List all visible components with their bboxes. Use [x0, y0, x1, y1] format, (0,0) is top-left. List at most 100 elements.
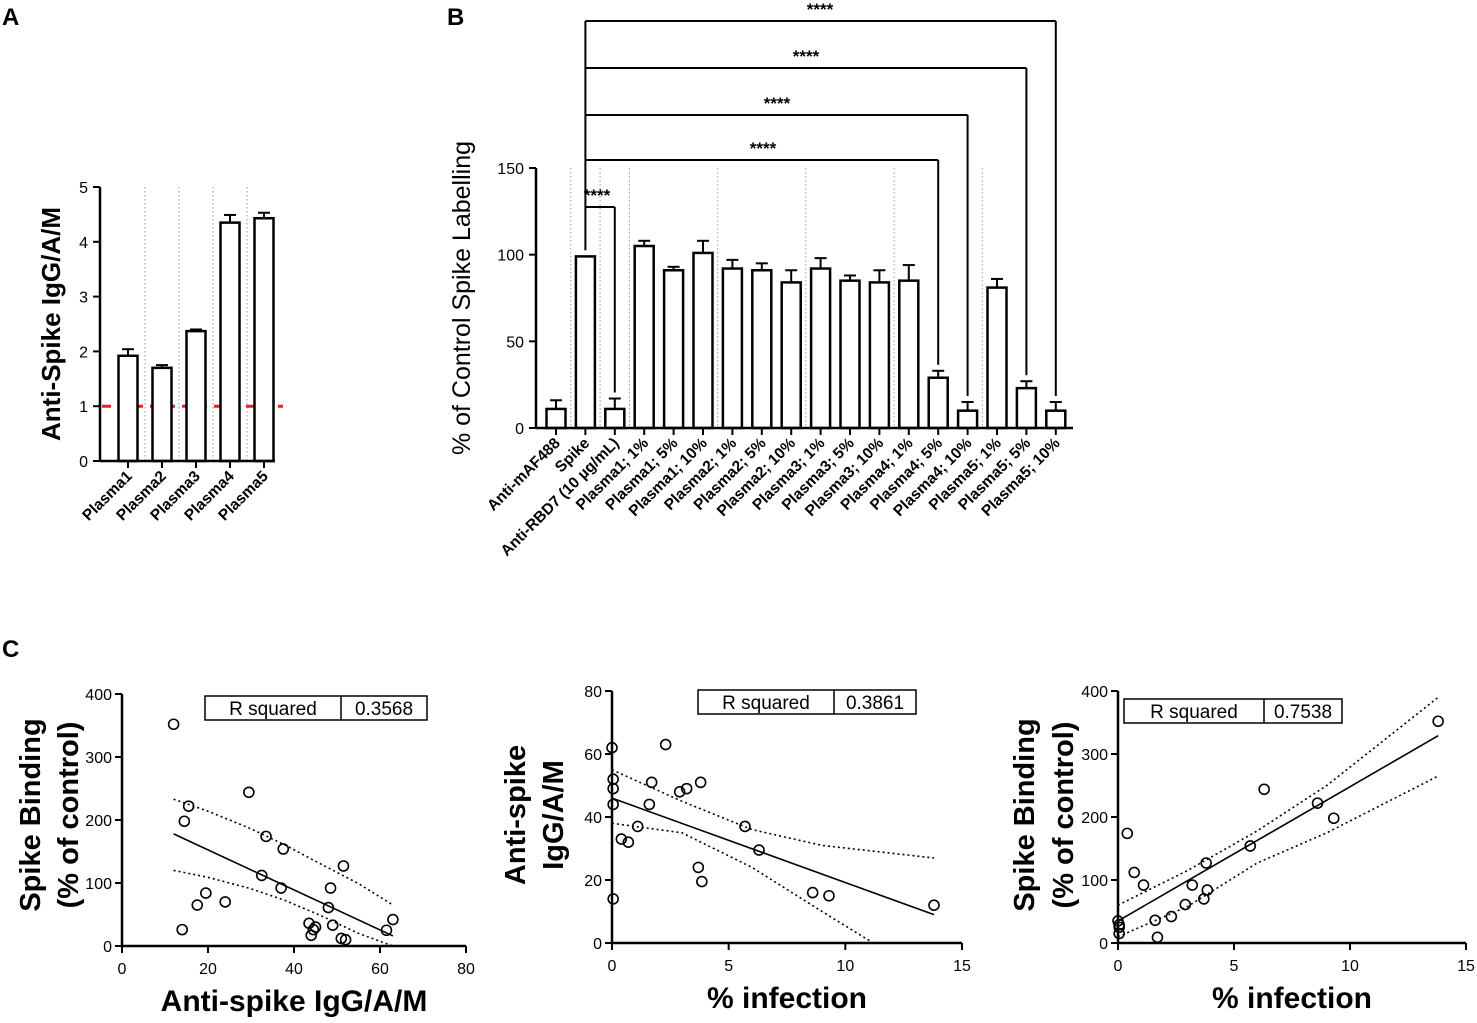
y-tick-label: 40: [584, 810, 602, 827]
y-axis-label: % of Control Spike Labelling: [448, 141, 476, 455]
data-point: [219, 896, 231, 908]
x-tick-label: 40: [285, 961, 303, 978]
data-point: [1137, 879, 1150, 891]
bar: [117, 354, 139, 463]
y-tick-label: 50: [506, 334, 524, 351]
data-point: [191, 899, 204, 911]
y-tick-label: 20: [584, 873, 602, 890]
data-point: [692, 861, 705, 874]
y-tick-label: 5: [79, 180, 88, 197]
data-point: [178, 815, 191, 828]
data-point: [1128, 866, 1141, 879]
r-squared-label: R squared: [1150, 702, 1238, 723]
data-point: [176, 923, 188, 936]
category-label: Anti-RBD7 (10 µg/mL): [498, 435, 623, 560]
bar: [662, 269, 685, 430]
data-point: [659, 738, 672, 751]
data-point: [1186, 879, 1199, 891]
data-point: [1179, 898, 1192, 911]
x-tick-label: 20: [199, 961, 217, 978]
data-point: [260, 830, 272, 843]
confidence-band: [611, 769, 935, 859]
y-tick-label: 60: [584, 747, 602, 764]
chart-c1: 0 100 200 300 400 0 20 40 60 80 Anti-spike IgG/A/M…: [15, 687, 475, 1018]
data-point: [673, 785, 686, 798]
y-tick-label: 300: [1081, 747, 1108, 764]
data-point: [631, 820, 644, 833]
confidence-band: [173, 798, 394, 906]
data-point: [1200, 857, 1212, 869]
x-axis-label: % infection: [707, 982, 867, 1015]
data-point: [322, 901, 335, 914]
bar: [604, 407, 626, 430]
chart-c3: 0 100 200 300 400 0 5 10 15 % infection Spike Bind…: [1009, 684, 1475, 1015]
data-point: [1201, 884, 1214, 896]
x-tick-label: 0: [608, 958, 617, 975]
bar: [868, 281, 891, 430]
r-squared-box: [204, 695, 428, 721]
data-point: [326, 919, 339, 932]
significance-label: ****: [807, 0, 834, 19]
x-tick-label: 5: [1230, 958, 1239, 975]
data-point: [1432, 715, 1444, 728]
y-tick-label: 150: [497, 161, 524, 178]
y-tick-label: 100: [1081, 873, 1108, 890]
data-point: [680, 782, 693, 795]
data-point: [645, 776, 658, 789]
bar: [809, 267, 832, 430]
chart-c2: 0 20 40 60 80 0 5 10 15 % infection Anti-spike IgG/…: [500, 684, 971, 1015]
data-point: [928, 899, 940, 912]
y-axis-label: (% of control): [53, 722, 85, 909]
data-point: [337, 860, 350, 872]
data-point: [324, 882, 337, 894]
bar: [692, 251, 714, 430]
bar: [751, 269, 773, 430]
data-point: [339, 933, 352, 946]
bar: [986, 286, 1008, 430]
y-tick-label: 400: [1081, 684, 1108, 701]
bar: [185, 329, 207, 463]
data-point: [739, 820, 751, 833]
data-point: [200, 887, 212, 899]
panel-label-b: B: [447, 4, 464, 31]
y-axis-label: Spike Binding: [15, 718, 47, 911]
bar: [253, 216, 275, 463]
bar: [1045, 409, 1067, 430]
y-tick-label: 0: [103, 939, 112, 956]
bar: [574, 255, 597, 430]
chart-a: 012345Plasma1Plasma2Plasma3Plasma4Plasma…: [36, 180, 283, 524]
data-point: [823, 889, 835, 902]
r-squared-box: [1123, 698, 1343, 724]
x-tick-label: 15: [953, 958, 971, 975]
data-point: [182, 800, 195, 812]
y-tick-label: 0: [1099, 936, 1108, 953]
r-squared-label: R squared: [229, 699, 317, 720]
bar: [633, 244, 655, 430]
bar: [927, 376, 949, 430]
significance-label: ****: [584, 186, 611, 205]
data-point: [696, 875, 708, 888]
data-point: [380, 924, 393, 937]
bar: [956, 409, 979, 430]
y-tick-label: 100: [85, 876, 112, 893]
data-point: [1151, 931, 1164, 944]
bar: [898, 279, 920, 430]
x-tick-label: 15: [1457, 958, 1475, 975]
data-point: [167, 718, 180, 731]
y-tick-label: 200: [1081, 810, 1108, 827]
y-axis-label: Spike Binding: [1009, 718, 1041, 911]
significance-label: ****: [793, 47, 820, 66]
y-tick-label: 0: [593, 936, 602, 953]
data-point: [1149, 914, 1161, 927]
data-point: [806, 886, 819, 899]
data-point: [387, 913, 399, 926]
x-tick-label: 80: [457, 961, 475, 978]
y-axis-label: IgG/A/M: [538, 760, 570, 870]
confidence-band: [1117, 775, 1439, 938]
data-point: [307, 923, 320, 936]
confidence-band: [173, 869, 394, 947]
r-squared-box: [697, 689, 917, 715]
bar: [1015, 386, 1038, 430]
